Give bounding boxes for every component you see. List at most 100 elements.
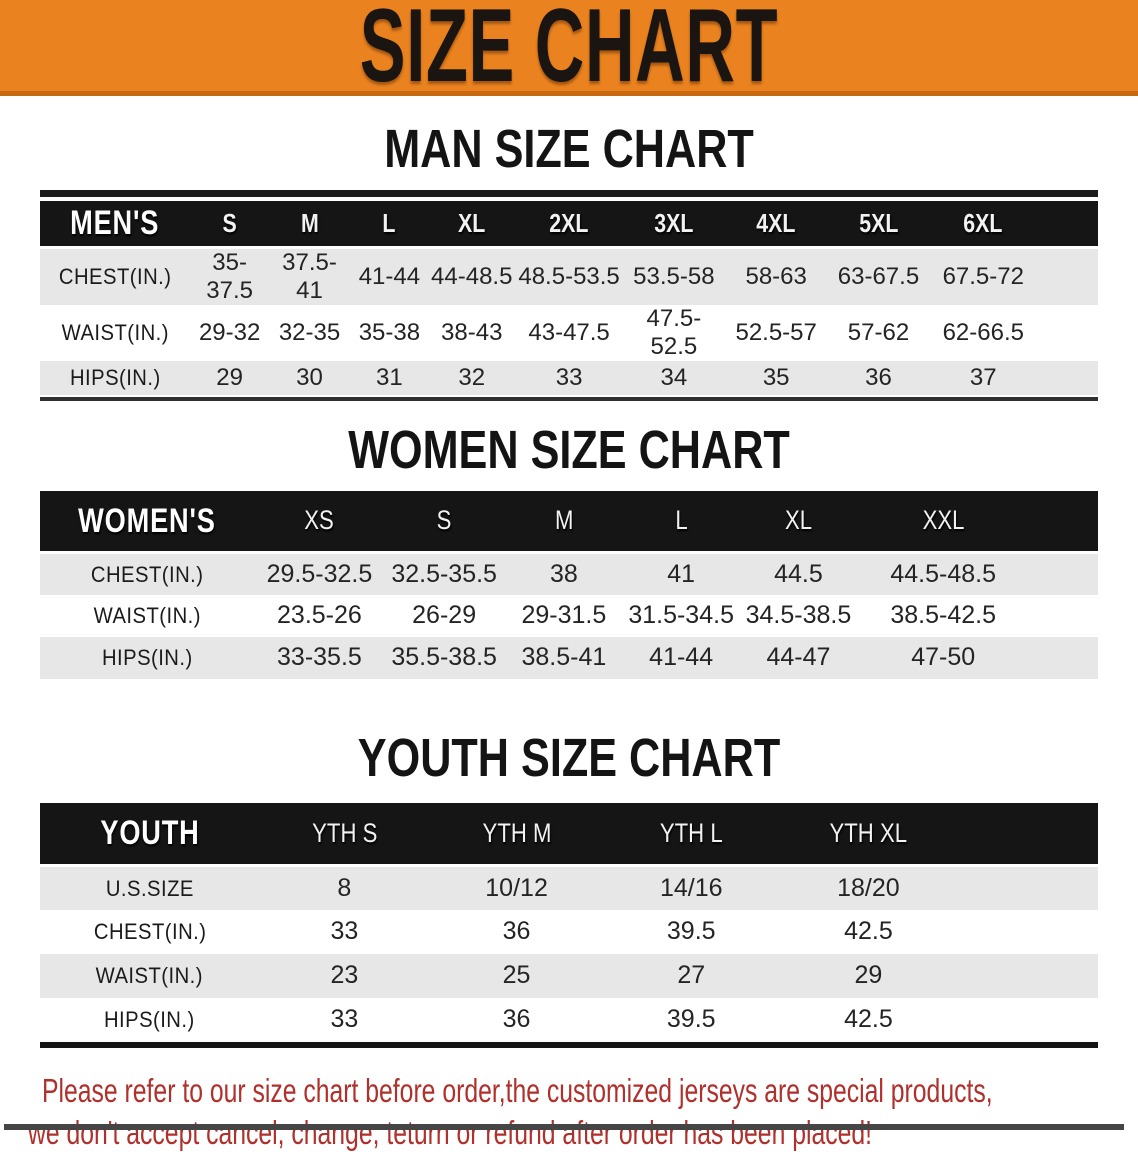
size-value-cell: 33 bbox=[555, 363, 583, 391]
women-table-header-row: WOMEN'S XS S M L XL XXL bbox=[40, 490, 1098, 554]
row-label-cell: U.S.SIZE bbox=[40, 866, 260, 910]
youth-hips-row: HIPS(IN.) 33 36 39.5 42.5 bbox=[40, 997, 1098, 1042]
men-waist-label: WAIST(IN.) bbox=[61, 319, 169, 345]
size-value-cell: 23 bbox=[330, 961, 359, 989]
women-col-xs: XS bbox=[304, 505, 335, 536]
size-value-cell: 44-48.5 bbox=[431, 262, 513, 290]
size-value-cell: 29-32 bbox=[198, 318, 261, 346]
size-value-cell: 36 bbox=[502, 917, 531, 945]
filler-cell bbox=[1038, 247, 1098, 305]
youth-col-m: YTH M bbox=[482, 817, 552, 848]
row-label-cell: HIPS(IN.) bbox=[40, 361, 190, 395]
women-col-xl: XL bbox=[784, 505, 812, 536]
men-waist-row: WAIST(IN.) 29-32 32-35 35-38 38-43 43-47… bbox=[40, 304, 1098, 361]
size-value-cell: 62-66.5 bbox=[942, 318, 1024, 346]
size-column-header: XL bbox=[738, 490, 859, 554]
youth-hips-label: HIPS(IN.) bbox=[104, 1007, 196, 1032]
men-col-4xl: 4XL bbox=[756, 207, 796, 238]
men-table-header-row: MEN'S S M L XL 2XL 3XL 4XL 5XL 6XL bbox=[40, 201, 1098, 249]
size-column-header: XS bbox=[254, 490, 385, 554]
youth-chest-row: CHEST(IN.) 33 36 39.5 42.5 bbox=[40, 909, 1098, 954]
size-column-header: S bbox=[384, 490, 505, 554]
size-column-header: M bbox=[504, 490, 624, 554]
size-column-header: M bbox=[269, 201, 350, 249]
size-value-cell: 35-38 bbox=[358, 318, 421, 346]
size-value-cell: 30 bbox=[296, 363, 323, 391]
filler-cell bbox=[958, 802, 1098, 867]
size-value-cell: 38-43 bbox=[441, 318, 503, 346]
women-waist-row: WAIST(IN.) 23.5-26 26-29 29-31.5 31.5-34… bbox=[40, 594, 1098, 637]
size-value-cell: 29 bbox=[216, 363, 243, 391]
size-value-cell: 58-63 bbox=[745, 262, 807, 290]
size-value-cell: 27 bbox=[677, 961, 706, 989]
filler-cell bbox=[1028, 490, 1098, 554]
filler-cell bbox=[1038, 361, 1098, 395]
youth-col-xl: YTH XL bbox=[829, 817, 908, 848]
men-col-m: M bbox=[300, 207, 319, 238]
row-label-cell: HIPS(IN.) bbox=[40, 998, 260, 1042]
women-chest-label: CHEST(IN.) bbox=[91, 561, 204, 587]
row-label-cell: WAIST(IN.) bbox=[40, 954, 260, 998]
youth-heading-text: YOUTH SIZE CHART bbox=[357, 727, 781, 788]
size-value-cell: 34.5-38.5 bbox=[745, 601, 852, 629]
men-hips-row: HIPS(IN.) 29 30 31 32 33 34 35 36 37 bbox=[40, 360, 1098, 395]
size-value-cell: 43-47.5 bbox=[528, 318, 610, 346]
size-value-cell: 26-29 bbox=[412, 601, 477, 629]
row-label-cell: CHEST(IN.) bbox=[40, 553, 255, 595]
size-value-cell: 33 bbox=[330, 917, 359, 945]
youth-waist-row: WAIST(IN.) 23 25 27 29 bbox=[40, 953, 1098, 998]
size-chart-banner: SIZE CHART bbox=[0, 0, 1138, 98]
filler-cell bbox=[958, 866, 1098, 910]
size-value-cell: 32-35 bbox=[278, 318, 341, 346]
size-value-cell: 53.5-58 bbox=[633, 262, 715, 290]
youth-section-heading: YOUTH SIZE CHART bbox=[0, 731, 1138, 785]
size-value-cell: 31 bbox=[376, 363, 403, 391]
filler-cell bbox=[958, 998, 1098, 1042]
size-value-cell: 41-44 bbox=[358, 262, 421, 290]
size-value-cell: 36 bbox=[502, 1005, 531, 1033]
size-column-header: YTH L bbox=[603, 802, 779, 867]
size-value-cell: 41 bbox=[667, 559, 696, 588]
men-col-6xl: 6XL bbox=[963, 207, 1003, 238]
youth-col-s: YTH S bbox=[311, 817, 377, 848]
size-value-cell: 67.5-72 bbox=[942, 262, 1024, 290]
size-value-cell: 18/20 bbox=[837, 873, 900, 902]
disclaimer-line-1: Please refer to our size chart before or… bbox=[42, 1071, 993, 1109]
men-table-top-border bbox=[40, 190, 1098, 197]
size-column-header: 2XL bbox=[514, 201, 624, 249]
size-value-cell: 48.5-53.5 bbox=[518, 262, 620, 290]
men-col-xl: XL bbox=[458, 207, 486, 238]
filler-cell bbox=[1028, 553, 1098, 595]
youth-ussize-label: U.S.SIZE bbox=[105, 875, 194, 901]
women-col-m: M bbox=[554, 505, 574, 536]
men-col-l: L bbox=[382, 207, 396, 238]
men-col-3xl: 3XL bbox=[654, 207, 694, 238]
size-column-header: S bbox=[189, 201, 270, 249]
men-chest-row: CHEST(IN.) 35-37.5 37.5-41 41-44 44-48.5… bbox=[40, 247, 1098, 305]
youth-chest-label: CHEST(IN.) bbox=[93, 919, 207, 944]
size-value-cell: 23.5-26 bbox=[277, 601, 362, 629]
filler-cell bbox=[958, 954, 1098, 998]
women-heading-text: WOMEN SIZE CHART bbox=[348, 419, 790, 480]
youth-table-title: YOUTH bbox=[100, 814, 200, 853]
disclaimer-line-2: we don't accept cancel, change, teturn o… bbox=[28, 1113, 873, 1151]
size-value-cell: 44.5 bbox=[774, 559, 823, 588]
women-col-s: S bbox=[436, 505, 452, 536]
size-value-cell: 47.5-52.5 bbox=[646, 304, 702, 360]
size-value-cell: 44.5-48.5 bbox=[890, 559, 997, 588]
size-value-cell: 39.5 bbox=[666, 1005, 716, 1033]
size-value-cell: 32 bbox=[458, 363, 486, 391]
size-column-header: 3XL bbox=[623, 201, 724, 249]
size-value-cell: 35.5-38.5 bbox=[391, 643, 497, 671]
men-heading-text: MAN SIZE CHART bbox=[384, 119, 754, 179]
youth-table-header-row: YOUTH YTH S YTH M YTH L YTH XL bbox=[40, 802, 1098, 867]
disclaimer-text: Please refer to our size chart before or… bbox=[0, 1070, 1138, 1154]
size-column-header: XL bbox=[429, 201, 515, 249]
size-value-cell: 44-47 bbox=[766, 643, 831, 671]
size-value-cell: 38.5-41 bbox=[521, 643, 607, 671]
youth-table-title-cell: YOUTH bbox=[40, 802, 260, 867]
men-section-heading: MAN SIZE CHART bbox=[0, 122, 1138, 176]
size-value-cell: 39.5 bbox=[666, 917, 716, 945]
filler-cell bbox=[1038, 201, 1098, 249]
size-value-cell: 34 bbox=[660, 363, 688, 391]
